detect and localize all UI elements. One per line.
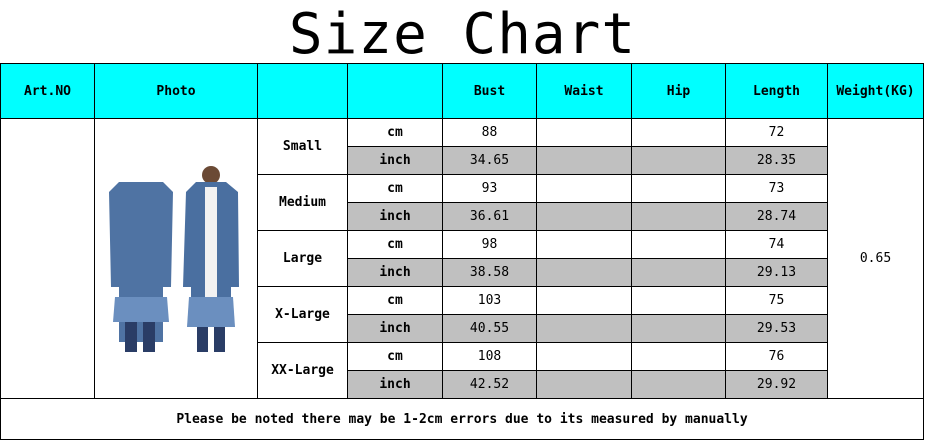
header-waist: Waist (536, 63, 632, 119)
bust-value: 36.61 (442, 202, 537, 231)
unit: inch (347, 370, 443, 399)
art-no-cell (0, 118, 95, 399)
hip-value (631, 314, 726, 343)
length-value: 29.53 (725, 314, 828, 343)
header-unit (347, 63, 443, 119)
hip-value (631, 286, 726, 315)
header-weight: Weight(KG) (827, 63, 924, 119)
bust-value: 40.55 (442, 314, 537, 343)
bust-value: 103 (442, 286, 537, 315)
photo-cell (94, 118, 258, 399)
unit: inch (347, 146, 443, 175)
hip-value (631, 342, 726, 371)
waist-value (536, 314, 632, 343)
unit: cm (347, 230, 443, 259)
denim-jacket-photo (109, 165, 239, 352)
table-row: Medium cm 93 73 (1, 174, 924, 231)
header-length: Length (725, 63, 828, 119)
unit: cm (347, 174, 443, 203)
bust-value: 88 (442, 118, 537, 147)
table-row: Small cm 88 72 0.65 (0, 118, 924, 399)
length-value: 28.74 (725, 202, 828, 231)
size-name: XX-Large (257, 342, 348, 399)
bust-value: 98 (442, 230, 537, 259)
waist-value (536, 202, 632, 231)
length-value: 76 (725, 342, 828, 371)
size-name: Small (257, 118, 348, 175)
hip-value (631, 202, 726, 231)
length-value: 29.13 (725, 258, 828, 287)
bust-value: 42.52 (442, 370, 537, 399)
waist-value (536, 118, 632, 147)
header-bust: Bust (442, 63, 537, 119)
length-value: 29.92 (725, 370, 828, 399)
unit: cm (347, 118, 443, 147)
unit: cm (347, 286, 443, 315)
header-photo: Photo (94, 63, 258, 119)
note: Please be noted there may be 1-2cm error… (0, 398, 924, 440)
size-name: Medium (257, 174, 348, 231)
table-row: inch 34.65 28.35 (1, 146, 924, 175)
bust-value: 93 (442, 174, 537, 203)
size-table: Art.NO Photo Bust Waist Hip Length Weight(KG) … (0, 63, 924, 440)
unit: inch (347, 258, 443, 287)
length-value: 73 (725, 174, 828, 203)
bust-value: 34.65 (442, 146, 537, 175)
header-row: Art.NO Photo Bust Waist Hip Length Weight(KG) (0, 63, 924, 119)
waist-value (536, 370, 632, 399)
header-hip: Hip (631, 63, 726, 119)
weight-value: 0.65 (827, 118, 924, 399)
header-art-no: Art.NO (0, 63, 95, 119)
unit: inch (347, 314, 443, 343)
table-row: Large cm 98 74 (1, 230, 924, 287)
table-row: inch 40.55 29.53 (1, 314, 924, 343)
hip-value (631, 370, 726, 399)
length-value: 72 (725, 118, 828, 147)
size-name: X-Large (257, 286, 348, 343)
hip-value (631, 118, 726, 147)
bust-value: 108 (442, 342, 537, 371)
waist-value (536, 342, 632, 371)
length-value: 75 (725, 286, 828, 315)
waist-value (536, 230, 632, 259)
size-name: Large (257, 230, 348, 287)
waist-value (536, 258, 632, 287)
hip-value (631, 258, 726, 287)
unit: cm (347, 342, 443, 371)
length-value: 28.35 (725, 146, 828, 175)
waist-value (536, 286, 632, 315)
header-size (257, 63, 348, 119)
waist-value (536, 174, 632, 203)
length-value: 74 (725, 230, 828, 259)
page-title: Size Chart (288, 2, 637, 67)
table-row: inch 42.52 29.92 (1, 370, 924, 399)
bust-value: 38.58 (442, 258, 537, 287)
hip-value (631, 230, 726, 259)
table-row: XX-Large cm 108 76 (1, 342, 924, 399)
waist-value (536, 146, 632, 175)
hip-value (631, 146, 726, 175)
unit: inch (347, 202, 443, 231)
hip-value (631, 174, 726, 203)
